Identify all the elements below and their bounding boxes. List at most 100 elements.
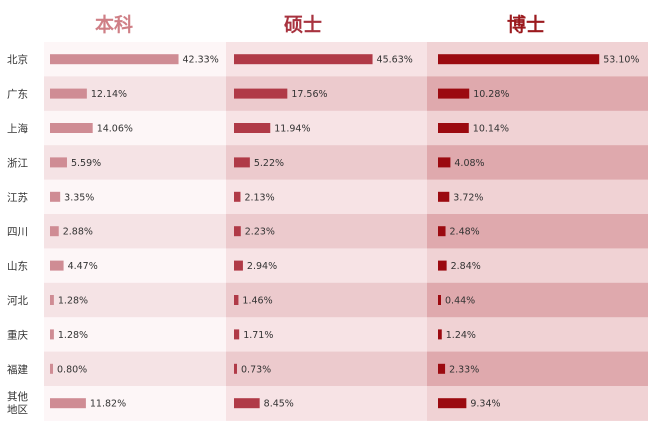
band-本科-9 [44, 351, 226, 387]
bar-本科 [50, 398, 86, 409]
bar-硕士 [234, 363, 237, 374]
value-label: 1.24% [446, 330, 476, 341]
bar-博士 [438, 260, 447, 271]
bar-硕士 [234, 329, 240, 340]
value-label: 2.88% [63, 227, 93, 238]
band-本科-7 [44, 282, 226, 318]
bar-硕士 [234, 260, 243, 271]
band-硕士-9 [226, 351, 427, 387]
category-label: 浙江 [7, 157, 28, 169]
bar-硕士 [234, 88, 288, 99]
band-硕士-8 [226, 317, 427, 353]
bar-硕士 [234, 398, 260, 409]
band-博士-9 [427, 351, 648, 387]
band-博士-3 [427, 145, 648, 181]
bar-博士 [438, 295, 441, 305]
bar-本科 [50, 123, 93, 133]
category-label: 广东 [7, 88, 28, 101]
bar-本科 [50, 363, 53, 374]
value-label: 3.35% [64, 192, 94, 203]
bar-硕士 [234, 191, 241, 202]
value-label: 9.34% [470, 399, 500, 410]
band-本科-8 [44, 317, 226, 353]
value-label: 45.63% [377, 55, 413, 66]
bar-博士 [438, 329, 442, 340]
category-label: 河北 [7, 295, 28, 307]
bar-本科 [50, 226, 59, 237]
bar-本科 [50, 88, 87, 99]
value-label: 42.33% [183, 55, 219, 66]
bar-硕士 [234, 54, 373, 65]
bar-博士 [438, 123, 469, 133]
bar-博士 [438, 363, 446, 374]
column-header: 博士 [507, 13, 545, 36]
bar-博士 [438, 398, 467, 409]
category-label: 山东 [7, 260, 28, 273]
value-label: 10.28% [473, 89, 509, 100]
category-label: 北京 [7, 53, 28, 66]
bar-硕士 [234, 295, 239, 305]
value-label: 2.13% [244, 192, 274, 203]
value-label: 4.08% [454, 158, 484, 169]
value-label: 17.56% [291, 89, 327, 100]
band-博士-4 [427, 179, 648, 215]
category-label: 重庆 [7, 328, 28, 341]
value-label: 2.23% [245, 227, 275, 238]
bar-博士 [438, 54, 600, 65]
band-硕士-5 [226, 214, 427, 249]
band-硕士-6 [226, 248, 427, 284]
column-header: 本科 [95, 13, 133, 36]
band-本科-3 [44, 145, 226, 181]
bar-本科 [50, 260, 64, 271]
band-硕士-7 [226, 282, 427, 318]
value-label: 11.82% [90, 399, 126, 410]
value-label: 5.22% [254, 158, 284, 169]
category-label: 四川 [7, 226, 28, 238]
bar-本科 [50, 54, 179, 65]
value-label: 2.84% [451, 261, 481, 272]
value-label: 14.06% [97, 124, 133, 135]
band-博士-5 [427, 214, 648, 249]
value-label: 3.72% [453, 192, 483, 203]
band-硕士-3 [226, 145, 427, 181]
band-本科-6 [44, 248, 226, 284]
value-label: 11.94% [274, 124, 310, 135]
value-label: 4.47% [68, 261, 98, 272]
bar-本科 [50, 191, 61, 202]
value-label: 0.73% [241, 364, 271, 375]
band-博士-8 [427, 317, 648, 353]
column-header: 硕士 [284, 14, 322, 36]
value-label: 10.14% [473, 124, 509, 135]
value-label: 5.59% [71, 158, 101, 169]
category-label: 其他 [7, 390, 28, 403]
band-本科-5 [44, 214, 226, 249]
value-label: 1.71% [243, 330, 273, 341]
band-博士-6 [427, 248, 648, 284]
bar-博士 [438, 88, 470, 99]
value-label: 1.28% [58, 330, 88, 341]
bar-博士 [438, 191, 450, 202]
bar-博士 [438, 226, 446, 237]
value-label: 0.44% [445, 296, 475, 307]
value-label: 53.10% [603, 55, 639, 66]
band-本科-4 [44, 179, 226, 215]
bar-硕士 [234, 226, 241, 237]
value-label: 1.46% [242, 296, 272, 307]
bar-本科 [50, 295, 54, 305]
category-label: 地区 [7, 403, 28, 416]
band-硕士-4 [226, 179, 427, 215]
value-label: 8.45% [264, 399, 294, 410]
band-博士-7 [427, 282, 648, 318]
bar-硕士 [234, 157, 250, 168]
value-label: 0.80% [57, 364, 87, 375]
category-label: 福建 [7, 363, 28, 376]
bar-博士 [438, 157, 451, 168]
bar-本科 [50, 329, 54, 340]
value-label: 1.28% [58, 296, 88, 307]
bar-硕士 [234, 123, 271, 133]
value-label: 2.48% [450, 227, 480, 238]
category-label: 上海 [7, 122, 28, 135]
value-label: 2.33% [449, 364, 479, 375]
